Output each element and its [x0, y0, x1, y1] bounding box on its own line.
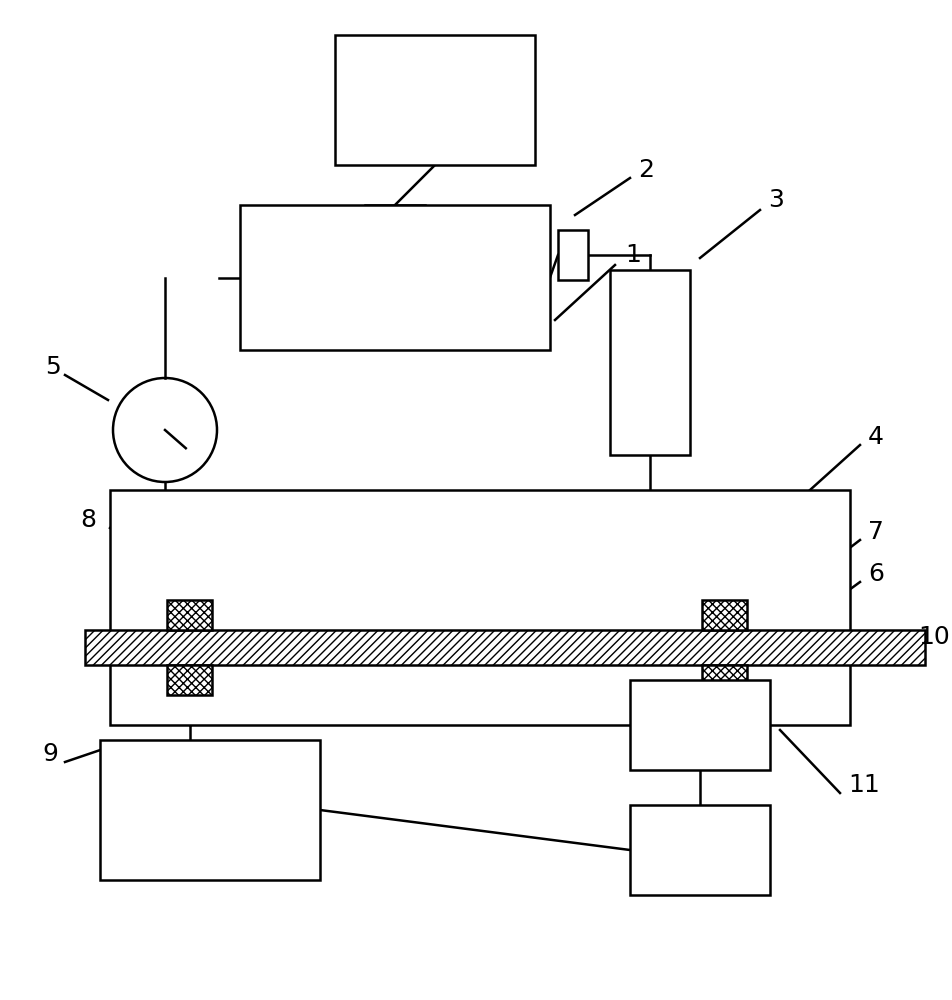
Text: 8: 8	[80, 508, 96, 532]
Bar	[109, 490, 849, 725]
Text: 1: 1	[625, 243, 640, 267]
Text: 10: 10	[917, 625, 949, 649]
Text: 3: 3	[767, 188, 783, 212]
Bar	[100, 740, 320, 880]
Text: 6: 6	[867, 562, 883, 586]
Bar	[702, 600, 746, 630]
Bar	[558, 230, 587, 280]
Bar	[168, 600, 212, 630]
Text: 9: 9	[42, 742, 58, 766]
Bar	[629, 680, 769, 770]
Text: 4: 4	[867, 425, 883, 449]
Bar	[702, 665, 746, 695]
Bar	[85, 630, 924, 665]
Bar	[240, 205, 549, 350]
Bar	[168, 665, 212, 695]
Bar	[335, 35, 534, 165]
Bar	[629, 805, 769, 895]
Text: 2: 2	[637, 158, 653, 182]
Text: 5: 5	[45, 355, 61, 379]
Text: 7: 7	[867, 520, 883, 544]
Text: 11: 11	[847, 773, 879, 797]
Bar	[609, 270, 689, 455]
